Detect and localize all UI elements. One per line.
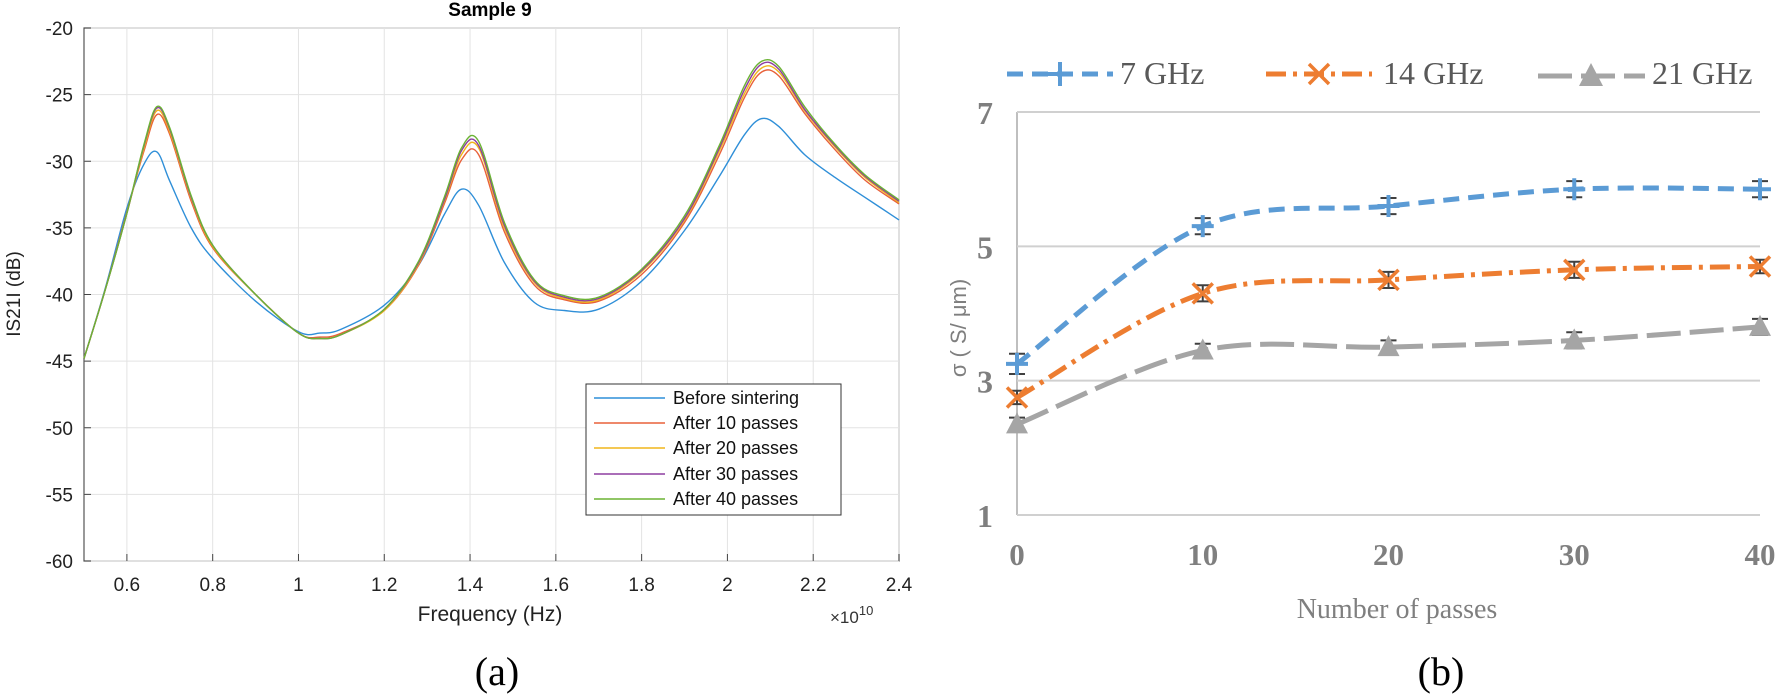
legend-entry-7ghz: 7 GHz [1007, 55, 1204, 91]
legend-label: After 30 passes [673, 464, 798, 484]
series-line-7-ghz [1015, 185, 1761, 366]
x-tick-label: 2.2 [800, 575, 826, 596]
x-tick-label: 0.8 [199, 575, 225, 596]
y-tick-label: 7 [977, 95, 993, 131]
panel-a-title: Sample 9 [448, 0, 531, 21]
legend-marker-plus [1048, 62, 1072, 86]
y-tick-label: 1 [977, 498, 993, 534]
panel-b: 0 10 20 30 40 1 3 5 7 Number of passes σ ( S/ μ… [946, 55, 1776, 694]
x-tick-label: 1.6 [543, 575, 569, 596]
x-tick-label: 40 [1745, 537, 1776, 572]
x-tick-label: 1.2 [371, 575, 397, 596]
legend-entry-after-40-passes: After 40 passes [594, 489, 798, 509]
legend-label: After 10 passes [673, 413, 798, 433]
panel-b-x-ticks: 0 10 20 30 40 [1009, 537, 1775, 572]
multiplier-exponent: 10 [859, 603, 873, 618]
data-point-plus [1377, 195, 1400, 218]
legend-entry-after-10-passes: After 10 passes [594, 413, 798, 433]
y-tick-label: -25 [46, 86, 73, 107]
y-tick-label: 3 [977, 364, 993, 400]
panel-a-lines [83, 58, 900, 359]
x-tick-label: 20 [1373, 537, 1404, 572]
y-tick-label: 5 [977, 229, 993, 265]
panel-a: 0.6 0.8 1 1.2 1.4 1.6 1.8 2 2.2 2.4 -20-25-30-35-… [4, 0, 913, 694]
legend-label: Before sintering [673, 388, 799, 408]
y-tick-label: -20 [46, 19, 73, 40]
data-point-plus [1749, 178, 1771, 201]
legend-marker-triangle [1579, 63, 1603, 86]
x-tick-label: 30 [1559, 537, 1590, 572]
data-point-x [1191, 282, 1214, 305]
data-point-triangle [1006, 412, 1028, 434]
data-point-triangle [1191, 338, 1214, 360]
panel-a-caption: (a) [475, 649, 519, 694]
data-point-x [1748, 255, 1772, 278]
x-tick-label: 10 [1187, 537, 1218, 572]
panel-a-x-axis-label: Frequency (Hz) [418, 603, 563, 626]
legend-label: 7 GHz [1120, 55, 1204, 91]
panel-a-x-ticks: 0.6 0.8 1 1.2 1.4 1.6 1.8 2 2.2 2.4 [114, 554, 913, 596]
panel-b-y-ticks: 1 3 5 7 [977, 95, 993, 534]
legend-entry-after-30-passes: After 30 passes [594, 464, 798, 484]
y-tick-label: -55 [46, 485, 73, 506]
data-point-plus [1006, 352, 1028, 375]
legend-label: 14 GHz [1383, 55, 1483, 91]
series-line-before-sintering [83, 117, 900, 359]
multiplier-base: ×10 [830, 608, 859, 627]
legend-entry-before-sintering: Before sintering [594, 388, 799, 408]
panel-a-legend: Before sintering After 10 passes After 2… [585, 383, 842, 516]
y-tick-label: -35 [46, 219, 73, 240]
panel-b-error-bars [1009, 180, 1768, 433]
legend-label: After 20 passes [673, 438, 798, 458]
panel-b-legend: 7 GHz 14 GHz 21 GHz [1007, 55, 1752, 91]
data-point-x [1005, 386, 1029, 409]
panel-a-y-ticks: -20 -25 -30 -35 -40 -45 -50 -55 -60 [46, 19, 91, 573]
data-point-x [1563, 258, 1586, 282]
y-tick-label: -50 [46, 419, 73, 440]
x-tick-label: 1 [293, 575, 304, 596]
legend-box [585, 383, 842, 516]
legend-entry-14ghz: 14 GHz [1266, 55, 1483, 91]
panel-b-y-axis-label: σ ( S/ μm) [946, 279, 971, 377]
series-line-after-20-passes [83, 65, 900, 359]
x-tick-label: 2 [722, 575, 733, 596]
series-line-after-10-passes [83, 69, 900, 359]
panel-b-caption: (b) [1418, 649, 1465, 694]
panel-a-x-multiplier: ×1010 [830, 603, 873, 627]
x-tick-label: 0.6 [114, 575, 140, 596]
series-line-21-ghz [1016, 324, 1761, 427]
y-tick-label: -30 [46, 152, 73, 173]
data-point-x [1377, 268, 1400, 292]
legend-label: 21 GHz [1652, 55, 1752, 91]
x-tick-label: 2.4 [886, 575, 913, 596]
y-tick-label: -45 [46, 352, 73, 373]
x-tick-label: 0 [1009, 537, 1025, 572]
legend-marker-x [1307, 62, 1331, 86]
y-tick-label: -40 [46, 286, 73, 307]
legend-entry-after-20-passes: After 20 passes [594, 438, 798, 458]
data-point-triangle [1749, 314, 1771, 336]
data-point-plus [1563, 178, 1586, 201]
data-point-plus [1191, 215, 1214, 238]
panel-b-markers [1005, 178, 1772, 434]
panel-b-x-axis-label: Number of passes [1297, 594, 1498, 625]
series-line-14-ghz [1015, 264, 1761, 400]
x-tick-label: 1.8 [628, 575, 654, 596]
legend-label: After 40 passes [673, 489, 798, 509]
y-tick-label: -60 [46, 552, 73, 573]
legend-entry-21ghz: 21 GHz [1538, 55, 1752, 91]
panel-a-y-axis-label: IS21I (dB) [4, 251, 25, 337]
data-point-triangle [1563, 328, 1586, 350]
series-line-after-40-passes [83, 58, 900, 359]
panel-b-lines [1015, 185, 1761, 427]
data-point-triangle [1377, 335, 1400, 357]
panel-b-grid [1016, 111, 1760, 516]
x-tick-label: 1.4 [457, 575, 484, 596]
